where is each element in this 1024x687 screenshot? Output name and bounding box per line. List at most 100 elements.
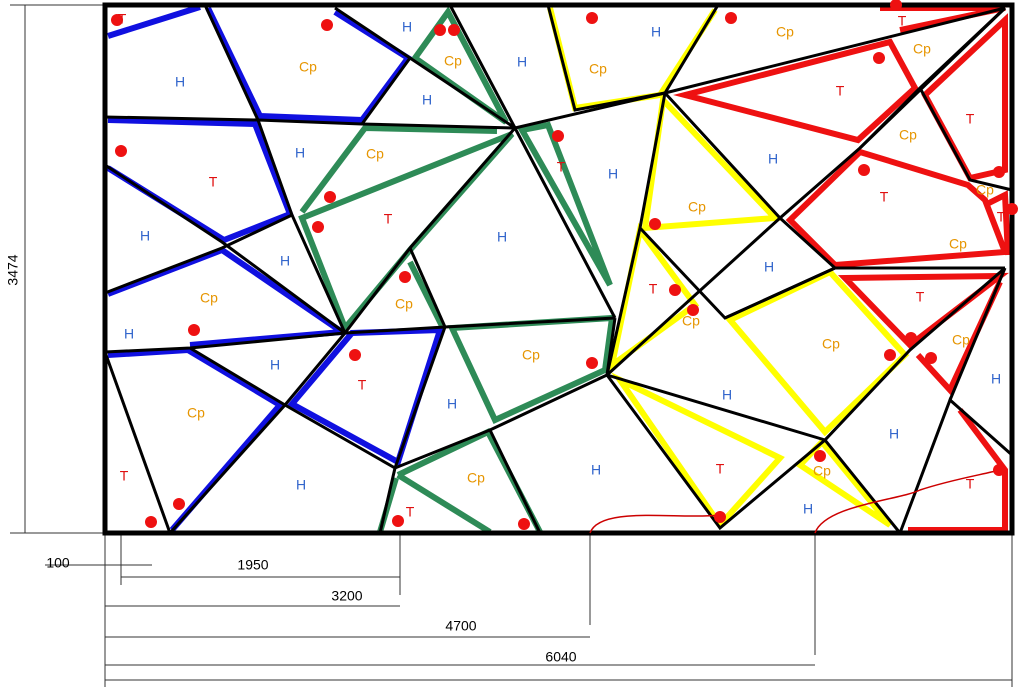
edge: [106, 117, 294, 244]
edge: [104, 213, 293, 295]
region-label: Т: [384, 211, 393, 227]
region-label: Ср: [366, 146, 384, 162]
region-label: Н: [124, 326, 134, 342]
edge: [408, 247, 447, 328]
region-label: Т: [358, 377, 367, 393]
dim-2: 3200: [331, 588, 362, 604]
region-label: Т: [836, 83, 845, 99]
edge: [393, 326, 447, 469]
region-label: Ср: [522, 347, 540, 363]
edge: [673, 38, 919, 144]
region-label: Ср: [467, 470, 485, 486]
dot: [586, 12, 598, 24]
dot: [1006, 203, 1018, 215]
dot: [188, 324, 200, 336]
dot: [884, 349, 896, 361]
edge: [488, 429, 542, 534]
dot: [687, 304, 699, 316]
edge: [983, 190, 1011, 256]
dim-4: 6040: [545, 649, 576, 665]
region-label: Н: [295, 145, 305, 161]
region-label: Ср: [688, 199, 706, 215]
dot: [552, 130, 564, 142]
curve: [814, 469, 1001, 534]
dot: [399, 271, 411, 283]
region-label: Н: [889, 426, 899, 442]
edge: [641, 93, 782, 232]
edge: [725, 268, 910, 437]
dim-3: 4700: [445, 618, 476, 634]
dot: [905, 332, 917, 344]
dimension-lines: [10, 4, 1013, 687]
region-label: Т: [966, 476, 975, 492]
region-label: Т: [209, 174, 218, 190]
dot: [873, 52, 885, 64]
edge: [605, 216, 782, 377]
region-label: Т: [997, 209, 1006, 225]
edge: [283, 332, 347, 406]
region-label: Ср: [187, 405, 205, 421]
region-label: Ср: [813, 463, 831, 479]
edge: [299, 124, 498, 214]
dot: [434, 24, 446, 36]
edge: [334, 6, 413, 125]
edge: [343, 125, 617, 334]
region-label: Т: [120, 468, 129, 484]
edge: [205, 6, 413, 124]
region-label: Н: [270, 357, 280, 373]
region-label: Н: [175, 74, 185, 90]
dot: [324, 191, 336, 203]
edge: [107, 4, 201, 39]
region-label: Н: [402, 19, 412, 35]
region-label: Ср: [776, 24, 794, 40]
region-label: Ср: [949, 236, 967, 252]
region-label: Ср: [822, 336, 840, 352]
frame: [102, 2, 1015, 536]
region-label: Т: [557, 159, 566, 175]
edge: [546, 4, 720, 112]
dot: [111, 14, 123, 26]
region-label: Т: [716, 461, 725, 477]
dot: [586, 357, 598, 369]
edge: [107, 346, 285, 532]
edge: [287, 326, 445, 467]
region-label: Н: [608, 166, 618, 182]
region-label: Н: [280, 253, 290, 269]
dot: [173, 498, 185, 510]
edge: [724, 266, 836, 320]
dot: [993, 464, 1005, 476]
region-label: Н: [422, 92, 432, 108]
region-label: Н: [991, 371, 1001, 387]
edge: [396, 472, 492, 535]
edge: [948, 267, 1007, 401]
dot: [649, 218, 661, 230]
edge: [918, 87, 1013, 192]
region-label: Н: [497, 229, 507, 245]
region-label: Т: [406, 504, 415, 520]
dot: [518, 518, 530, 530]
region-label: Ср: [299, 59, 317, 75]
edge: [168, 403, 287, 535]
region-label: Ср: [682, 313, 700, 329]
region-label: Т: [649, 281, 658, 297]
dot: [725, 12, 737, 24]
dot: [993, 166, 1005, 178]
edge: [611, 372, 785, 530]
dot: [925, 352, 937, 364]
dot: [321, 19, 333, 31]
dot: [669, 284, 681, 296]
dot: [890, 0, 902, 11]
edge: [448, 4, 517, 129]
region-label: Т: [880, 189, 889, 205]
dot: [312, 221, 324, 233]
edge: [795, 437, 893, 528]
dim-1: 1950: [237, 557, 268, 573]
edge: [517, 121, 613, 287]
dot: [115, 145, 127, 157]
region-label: Ср: [952, 332, 970, 348]
panel: Т Н Ср Ср Н Н Н Ср Н Ср Т Ср Т Т Ср Н Ср Н Т Т Н Т Н Н Н Ср Т Ср Т Ср…: [102, 0, 1018, 536]
dot: [349, 349, 361, 361]
dim-offset: 100: [46, 555, 70, 571]
edge: [104, 163, 346, 335]
